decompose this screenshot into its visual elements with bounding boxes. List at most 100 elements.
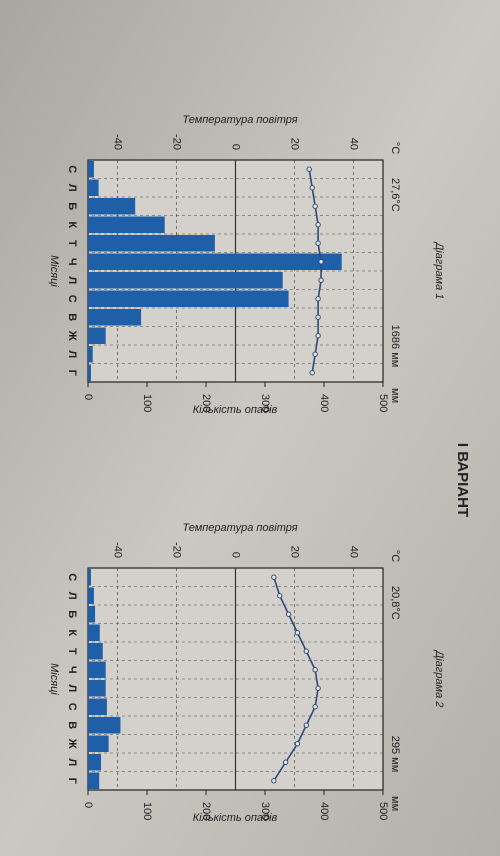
temperature-point — [294, 630, 301, 636]
y2-tick-label: 400 — [318, 394, 330, 412]
precipitation-label: 295 мм — [389, 736, 401, 773]
y-tick-label: 20 — [289, 138, 301, 150]
precipitation-bar — [88, 569, 91, 586]
y-tick-label: 40 — [348, 546, 360, 558]
chart-title: Діаграма 2 — [433, 649, 445, 708]
y2-unit: мм — [389, 796, 401, 811]
temperature-label: 27,6°C — [389, 178, 401, 212]
temperature-point — [277, 593, 283, 599]
y2-title: Кількість опадів — [193, 404, 278, 416]
x-tick-label: Л — [66, 758, 78, 766]
precipitation-bar — [88, 680, 106, 697]
x-tick-label: Б — [66, 202, 78, 210]
precipitation-bar — [88, 717, 121, 734]
y2-tick-label: 0 — [82, 394, 94, 400]
x-tick-label: Б — [66, 610, 78, 618]
precipitation-bar — [88, 364, 91, 381]
temperature-point — [312, 704, 318, 710]
x-tick-label: Т — [66, 240, 78, 247]
temperature-line — [273, 577, 319, 782]
x-tick-label: Ж — [66, 330, 78, 341]
precipitation-bar — [88, 327, 106, 344]
precipitation-bar — [87, 290, 289, 307]
temperature-point — [303, 722, 309, 728]
y2-tick-label: 200 — [200, 802, 212, 820]
x-tick-label: К — [66, 629, 78, 636]
y-tick-label: 0 — [230, 144, 242, 150]
precipitation-bar — [88, 272, 283, 289]
y2-tick-label: 200 — [200, 394, 212, 412]
precipitation-bar — [88, 754, 101, 771]
x-tick-label: С — [66, 165, 78, 173]
precipitation-bar — [88, 643, 103, 660]
precipitation-label: 1686 мм — [389, 325, 401, 368]
temperature-point — [315, 685, 321, 691]
y-unit: °C — [389, 142, 401, 154]
precipitation-bar — [88, 309, 142, 326]
temperature-point — [282, 759, 289, 765]
temperature-label: 20,8°C — [389, 586, 401, 620]
x-tick-label: Ч — [66, 258, 78, 266]
temperature-point — [312, 351, 318, 357]
x-tick-label: С — [66, 573, 78, 581]
precipitation-bar — [88, 216, 165, 233]
temperature-point — [309, 185, 315, 191]
precipitation-bar — [87, 624, 100, 641]
temperature-point — [303, 648, 309, 654]
x-tick-label: С — [66, 703, 78, 711]
precipitation-bar — [87, 606, 96, 623]
y2-tick-label: 0 — [82, 802, 94, 808]
y2-tick-label: 300 — [259, 802, 271, 820]
precipitation-bar — [87, 161, 94, 178]
temperature-point — [312, 203, 318, 209]
header: І ВАРІАНТ — [454, 443, 471, 517]
temperature-point — [318, 259, 324, 265]
temperature-point — [294, 741, 301, 747]
y-tick-label: -20 — [171, 134, 183, 150]
y2-tick-label: 400 — [318, 802, 330, 820]
x-tick-label: Л — [66, 684, 78, 692]
x-tick-label: К — [66, 221, 78, 228]
climate-chart: -40 -20 0 20 400 100 200 300 400 500СЛБКТЧЛСВЖЛГ°… — [48, 134, 445, 412]
x-tick-label: Ч — [66, 666, 78, 674]
climate-chart: -40 -20 0 20 400 100 200 300 400 500СЛБКТЧЛСВЖЛГ°… — [48, 542, 445, 820]
y2-tick-label: 100 — [141, 394, 153, 412]
y2-title: Кількість опадів — [193, 812, 278, 824]
temperature-point — [315, 333, 321, 339]
precipitation-bar — [87, 587, 94, 604]
temperature-point — [318, 277, 324, 283]
y-unit: °C — [389, 550, 401, 562]
temperature-point — [271, 778, 277, 784]
temperature-line — [308, 169, 322, 373]
y-tick-label: -40 — [112, 542, 124, 558]
precipitation-bar — [88, 698, 107, 715]
x-tick-label: Л — [66, 592, 78, 600]
temperature-point — [285, 611, 292, 617]
y-title: Температура повітря — [182, 114, 297, 126]
y-tick-label: 20 — [289, 546, 301, 558]
temperature-point — [315, 222, 321, 228]
y2-unit: мм — [389, 388, 401, 403]
y-tick-label: 0 — [230, 552, 242, 558]
x-title: Місяці — [48, 255, 60, 287]
x-tick-label: Л — [66, 184, 78, 192]
precipitation-bar — [88, 253, 342, 270]
y2-tick-label: 300 — [259, 394, 271, 412]
temperature-point — [315, 296, 321, 302]
temperature-point — [309, 370, 315, 376]
temperature-point — [306, 166, 312, 172]
precipitation-bar — [87, 772, 100, 789]
temperature-point — [315, 314, 321, 320]
x-tick-label: Ж — [66, 738, 78, 749]
y2-tick-label: 100 — [141, 802, 153, 820]
y2-tick-label: 500 — [377, 394, 389, 412]
precipitation-bar — [87, 735, 109, 752]
y-tick-label: -40 — [112, 134, 124, 150]
precipitation-bar — [87, 179, 99, 196]
x-tick-label: В — [66, 721, 78, 729]
x-tick-label: Т — [66, 648, 78, 655]
y2-tick-label: 500 — [377, 802, 389, 820]
y-tick-label: -20 — [171, 542, 183, 558]
temperature-point — [315, 240, 321, 246]
